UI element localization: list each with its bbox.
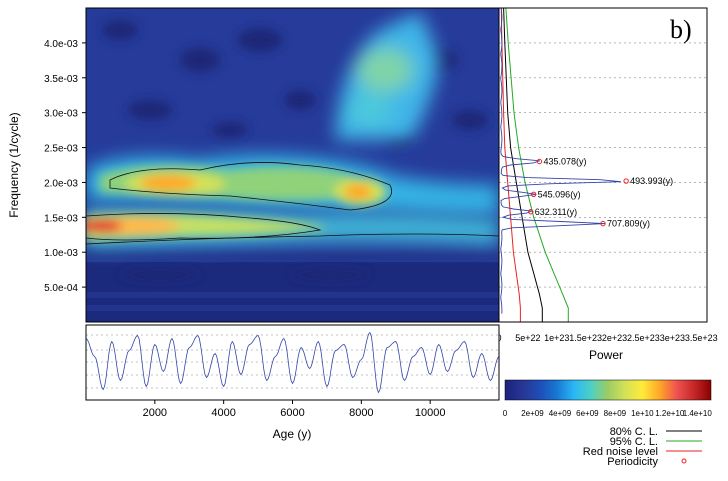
legend-label: Periodicity [607, 456, 658, 468]
time-series-panel [85, 324, 500, 401]
power-x-tick-label: 2e+23 [602, 333, 627, 343]
power-series-red-noise-level [500, 8, 521, 322]
legend-label: Red noise level [583, 446, 658, 458]
heatmap-y-axis: 5.0e-04 1.0e-03 1.5e-03 2.0e-03 2.5e-03 3.0e-… [44, 39, 86, 294]
age-x-axis: 2000 4000 6000 8000 10000 [143, 400, 446, 419]
power-x-tick-label: 3e+23 [660, 333, 685, 343]
power-x-tick-label: 1e+23 [544, 333, 569, 343]
y-tick-label: 5.0e-04 [44, 283, 78, 294]
power-x-tick-label: 2.5e+23 [627, 333, 660, 343]
colorbar: 0 2e+09 4e+09 6e+09 8e+09 1e+10 1.2e+101.4e+10 [503, 379, 713, 418]
power-x-tick-label: 3.5e+23 [685, 333, 718, 343]
periodicity-label: 435.078(y) [543, 157, 586, 167]
power-x-axis-title: Power [589, 348, 623, 362]
power-series-95-c-l- [505, 8, 569, 322]
y-tick-label: 4.0e-03 [44, 39, 78, 50]
x-tick-label: 2000 [143, 407, 167, 419]
panel-label: b) [670, 15, 692, 44]
colorbar-tick-label: 2e+09 [521, 409, 544, 418]
periodicity-marker [600, 220, 606, 227]
x-tick-label: 6000 [280, 407, 304, 419]
y-tick-label: 1.0e-03 [44, 248, 78, 259]
y-tick-label: 2.5e-03 [44, 144, 78, 155]
power-spectrum-line [500, 8, 621, 314]
periodicity-label: 493.993(y) [630, 176, 673, 186]
heatmap-y-axis-title: Frequency (1/cycle) [7, 112, 21, 217]
legend-label: 95% C. L. [610, 436, 658, 448]
y-tick-label: 1.5e-03 [44, 213, 78, 224]
power-x-tick-label: 1.5e+23 [569, 333, 602, 343]
time-series-line [86, 331, 499, 394]
x-tick-label: 8000 [349, 407, 373, 419]
power-x-tick-label: 5e+22 [515, 333, 540, 343]
colorbar-tick-label: 1e+10 [631, 409, 654, 418]
power-x-axis: 05e+221e+231.5e+232e+232.5e+233e+233.5e+… [496, 333, 717, 343]
periodicity-marker [623, 178, 629, 184]
y-tick-label: 3.5e-03 [44, 74, 78, 85]
power-series-80-c-l- [503, 8, 543, 322]
age-x-axis-title: Age (y) [273, 427, 312, 441]
periodicity-marker [530, 191, 537, 198]
power-spectrum-panel: 435.078(y) 493.993(y) 545.096(y) 632.311(y)… [498, 7, 708, 323]
colorbar-tick-label: 1.2e+10 [655, 409, 685, 418]
y-tick-label: 2.0e-03 [44, 178, 78, 189]
legend-marker [681, 458, 687, 464]
colorbar-tick-label: 1.4e+10 [683, 409, 713, 418]
periodicity-marker [528, 209, 534, 215]
colorbar-gradient [504, 379, 712, 401]
y-tick-label: 3.0e-03 [44, 109, 78, 120]
wavelet-heatmap [85, 7, 500, 323]
colorbar-tick-label: 0 [503, 409, 508, 418]
colorbar-tick-label: 6e+09 [576, 409, 599, 418]
x-tick-label: 4000 [211, 407, 235, 419]
colorbar-tick-label: 8e+09 [604, 409, 627, 418]
periodicity-marker [536, 158, 543, 165]
periodicity-label: 632.311(y) [535, 207, 577, 217]
legend: 80% C. L.95% C. L.Red noise levelPeriodi… [583, 426, 702, 468]
colorbar-tick-label: 4e+09 [549, 409, 572, 418]
periodicity-label: 545.096(y) [538, 189, 581, 199]
periodicity-label: 707.809(y) [607, 219, 650, 229]
x-tick-label: 10000 [415, 407, 446, 419]
legend-label: 80% C. L. [610, 426, 658, 438]
